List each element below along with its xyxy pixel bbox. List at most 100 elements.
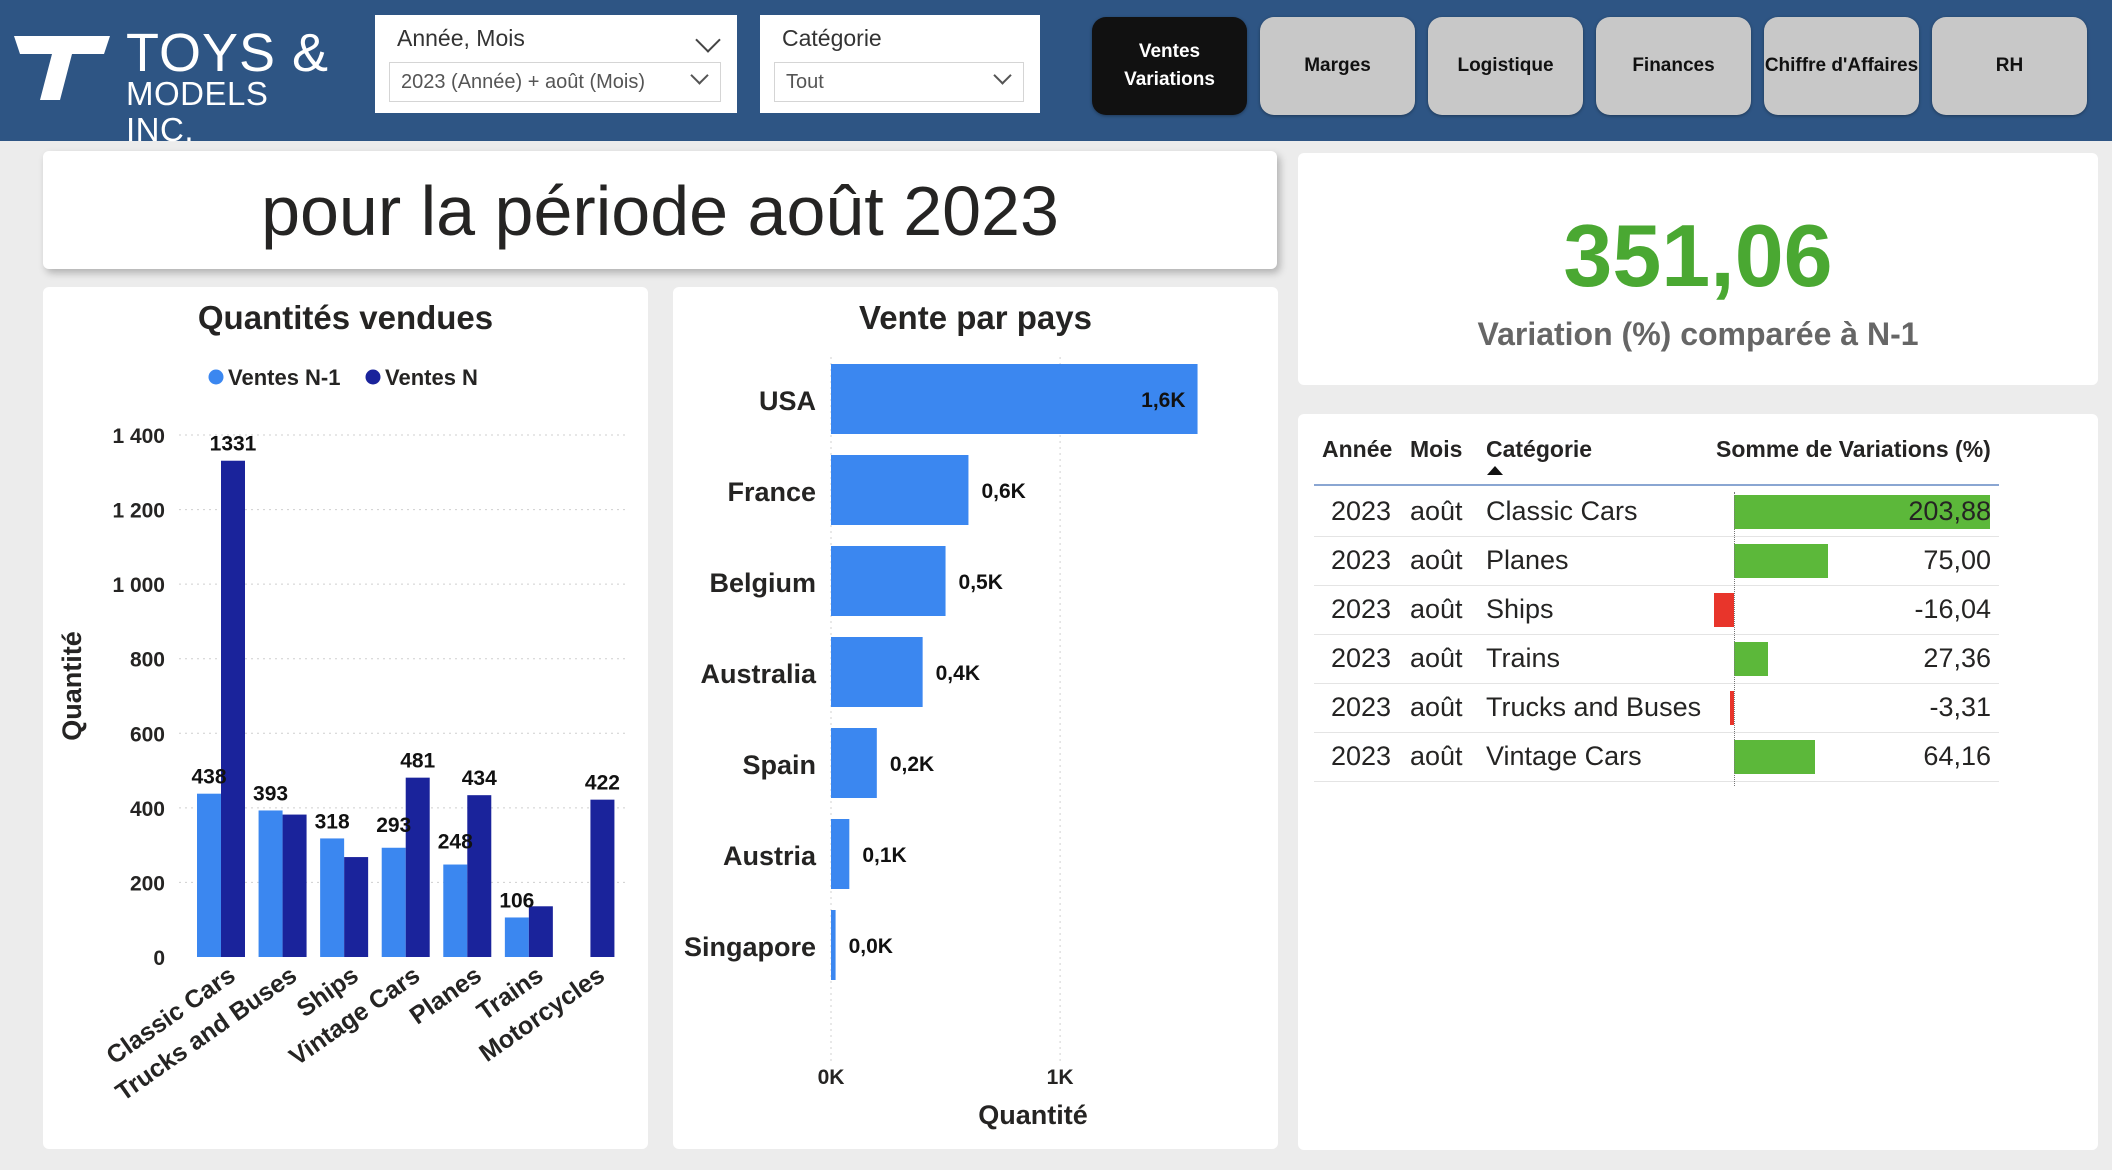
y-axis-title: Quantité: [57, 631, 87, 741]
data-label: 248: [438, 831, 473, 854]
data-label: 106: [499, 889, 534, 912]
legend-marker: [208, 369, 224, 385]
cell-mois: août: [1410, 496, 1463, 526]
brand-line2: MODELS INC.: [126, 75, 269, 148]
y-tick-label: Belgium: [709, 568, 816, 598]
header-mois[interactable]: Mois: [1410, 436, 1463, 462]
data-label: 393: [253, 782, 288, 805]
bar-ventes-n: [405, 777, 430, 957]
y-tick-label: 1 200: [112, 500, 165, 523]
bar: [831, 637, 923, 707]
cell-annee: 2023: [1331, 594, 1392, 624]
header-annee[interactable]: Année: [1322, 436, 1393, 462]
nav-logistique-button[interactable]: Logistique: [1428, 17, 1583, 115]
period-title-card: pour la période août 2023: [43, 151, 1277, 269]
bar: [831, 364, 1198, 434]
y-tick-label: Austria: [723, 841, 817, 871]
period-title: pour la période août 2023: [261, 172, 1059, 250]
table-row[interactable]: 2023 août Trains 27,36: [1314, 635, 1999, 684]
variations-table: Année Mois Catégorie Somme de Variations…: [1298, 414, 2098, 1150]
data-label: 0,4K: [936, 662, 980, 685]
header-categorie[interactable]: Catégorie: [1486, 436, 1593, 462]
y-tick-label: Singapore: [684, 932, 816, 962]
y-tick-label: Australia: [700, 659, 817, 689]
nav-ventes-variations-button[interactable]: Ventes Variations: [1092, 17, 1247, 115]
cell-variation: 64,16: [1923, 741, 1991, 771]
y-tick-label: 1 400: [112, 425, 165, 448]
bar-ventes-n1: [443, 864, 468, 957]
kpi-label: Variation (%) comparée à N-1: [1477, 316, 1919, 352]
nav-marges-button[interactable]: Marges: [1260, 17, 1415, 115]
y-tick-label: 800: [130, 649, 165, 672]
y-tick-label: 200: [130, 872, 165, 895]
dropdown-arrow-icon[interactable]: [690, 66, 709, 85]
table-row[interactable]: 2023 août Vintage Cars 64,16: [1314, 733, 1999, 782]
category-slicer[interactable]: Catégorie Tout: [760, 15, 1040, 113]
zero-axis-line: [1734, 492, 1735, 786]
chevron-down-icon[interactable]: [695, 27, 721, 53]
cell-variation: 75,00: [1923, 545, 1991, 575]
category-slicer-title: Catégorie: [782, 25, 882, 51]
nav-finances-button[interactable]: Finances: [1596, 17, 1751, 115]
cell-mois: août: [1410, 692, 1463, 722]
table-row[interactable]: 2023 août Trucks and Buses -3,31: [1314, 684, 1999, 733]
category-slicer-value: Tout: [786, 71, 824, 93]
kpi-card: 351,06 Variation (%) comparée à N-1: [1298, 153, 2098, 385]
data-label: 434: [462, 767, 497, 790]
bar-ventes-n1: [320, 838, 345, 957]
bar-ventes-n1: [258, 810, 283, 957]
bar: [831, 728, 877, 798]
cell-mois: août: [1410, 545, 1463, 575]
x-tick-label: Planes: [405, 961, 487, 1030]
variation-data-bar: [1734, 544, 1829, 578]
cell-mois: août: [1410, 643, 1463, 673]
period-slicer-dropdown[interactable]: 2023 (Année) + août (Mois): [389, 62, 721, 102]
brand-line1: TOYS &: [126, 23, 330, 83]
legend-label: Ventes N: [385, 365, 478, 390]
cell-categorie: Vintage Cars: [1486, 741, 1642, 771]
bar: [831, 546, 946, 616]
data-label: 422: [585, 772, 620, 795]
legend-label: Ventes N-1: [228, 365, 341, 390]
y-tick-label: France: [727, 477, 816, 507]
data-label: 0,1K: [862, 844, 906, 867]
category-slicer-dropdown[interactable]: Tout: [774, 62, 1024, 102]
period-slicer-value: 2023 (Année) + août (Mois): [401, 71, 646, 93]
bar-ventes-n1: [197, 793, 221, 957]
quantites-vendues-chart: Quantités vendues Ventes N-1 Ventes N 0 200…: [43, 287, 648, 1149]
table-row[interactable]: 2023 août Planes 75,00: [1314, 537, 1999, 586]
dropdown-arrow-icon[interactable]: [993, 66, 1012, 85]
brand-logo: TOYS & MODELS INC.: [14, 23, 334, 148]
bar-ventes-n: [528, 906, 553, 957]
data-label: 438: [191, 766, 226, 789]
data-label: 481: [400, 750, 435, 773]
table-row[interactable]: 2023 août Classic Cars 203,88: [1314, 488, 1999, 537]
nav-rh-button[interactable]: RH: [1932, 17, 2087, 115]
bar-ventes-n1: [381, 847, 406, 957]
cell-variation: -3,31: [1929, 692, 1991, 722]
nav-chiffre-affaires-button[interactable]: Chiffre d'Affaires: [1764, 17, 1919, 115]
cell-annee: 2023: [1331, 741, 1392, 771]
bar: [831, 819, 850, 889]
period-slicer-title: Année, Mois: [397, 25, 525, 51]
data-label: 0,5K: [959, 571, 1003, 594]
cell-annee: 2023: [1331, 643, 1392, 673]
bar: [831, 910, 836, 980]
variation-data-bar: [1713, 593, 1734, 627]
cell-mois: août: [1410, 741, 1463, 771]
header-variations[interactable]: Somme de Variations (%): [1716, 436, 1991, 462]
cell-categorie: Trucks and Buses: [1486, 692, 1702, 722]
period-slicer[interactable]: Année, Mois 2023 (Année) + août (Mois): [375, 15, 737, 113]
variation-data-bar: [1734, 740, 1815, 774]
bar: [831, 455, 969, 525]
cell-variation: 27,36: [1923, 643, 1991, 673]
x-axis-title: Quantité: [978, 1100, 1088, 1130]
variation-data-bar: [1734, 642, 1769, 676]
quantites-chart-svg: Ventes N-1 Ventes N 0 200 400 600 800 1 000 1 20…: [57, 365, 628, 1107]
data-label: 318: [315, 810, 350, 833]
data-label: 1,6K: [1141, 389, 1185, 412]
sort-ascending-icon[interactable]: [1487, 466, 1503, 475]
table-row[interactable]: 2023 août Ships -16,04: [1314, 586, 1999, 635]
y-tick-label: 400: [130, 798, 165, 821]
kpi-value: 351,06: [1563, 206, 1833, 305]
